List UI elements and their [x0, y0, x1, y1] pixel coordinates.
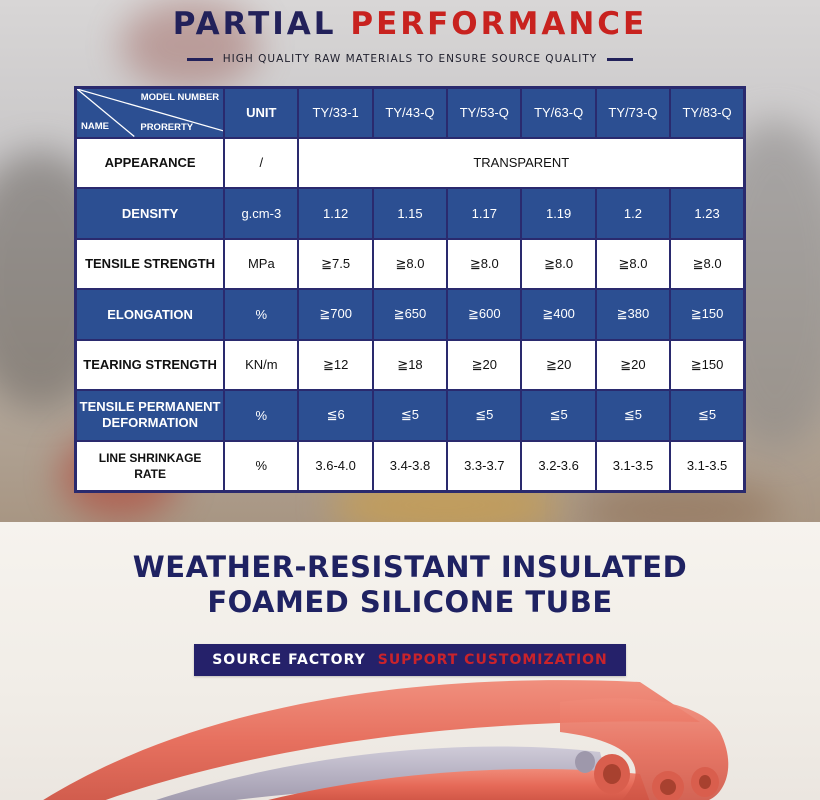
row-name: ELONGATION: [74, 288, 226, 341]
cell-value: ≧18: [371, 338, 449, 391]
cell-value: ≦5: [669, 389, 746, 442]
row-unit: KN/m: [223, 338, 300, 391]
row-unit: %: [223, 288, 300, 341]
cell-value: ≧150: [669, 288, 746, 341]
corner-model-number: MODEL NUMBER: [140, 92, 220, 103]
cell-value: 1.17: [446, 187, 523, 240]
spec-table: MODEL NUMBER PRORERTY NAME UNIT TY/33-1 …: [74, 86, 746, 493]
model-header: TY/83-Q: [669, 86, 746, 139]
table-row: APPEARANCE / TRANSPARENT: [74, 136, 746, 189]
row-name-line1: TENSILE PERMANENT: [79, 399, 221, 415]
headline-line1: WEATHER-RESISTANT INSULATED: [132, 550, 688, 584]
table-row: DENSITY g.cm-3 1.12 1.15 1.17 1.19 1.2 1…: [74, 187, 746, 240]
divider-left: [186, 57, 213, 61]
cell-value: ≦5: [446, 389, 523, 442]
cell-value: 1.15: [371, 187, 449, 240]
cell-value: ≦5: [520, 389, 597, 442]
cell-value: ≧700: [297, 288, 374, 341]
product-section: WEATHER-RESISTANT INSULATED FOAMED SILIC…: [0, 522, 820, 800]
row-name: LINE SHRINKAGE RATE: [74, 439, 226, 492]
cell-value: ≧600: [446, 288, 523, 341]
cell-value: 1.19: [520, 187, 597, 240]
row-name-line2: RATE: [134, 466, 166, 481]
cell-value: ≧8.0: [446, 237, 523, 290]
cell-value: ≧8.0: [371, 237, 449, 290]
row-name: TENSILE STRENGTH: [74, 237, 226, 290]
unit-header: UNIT: [223, 86, 300, 139]
cell-value: 3.1-3.5: [594, 439, 672, 492]
headline-line2: FOAMED SILICONE TUBE: [207, 585, 613, 619]
row-unit: %: [223, 389, 300, 442]
product-headline: WEATHER-RESISTANT INSULATED FOAMED SILIC…: [0, 550, 820, 620]
cell-value: ≧7.5: [297, 237, 374, 290]
cell-value: 3.4-3.8: [371, 439, 449, 492]
cell-value: ≧380: [594, 288, 672, 341]
cell-value: ≧400: [520, 288, 597, 341]
background-blur: [120, 0, 260, 90]
divider-right: [607, 57, 634, 61]
cell-value: 1.23: [669, 187, 746, 240]
cell-value: ≧20: [520, 338, 597, 391]
section-title: PARTIAL PERFORMANCE: [0, 6, 820, 42]
cell-value: ≧12: [297, 338, 374, 391]
cell-value: ≧20: [594, 338, 672, 391]
model-header: TY/43-Q: [371, 86, 449, 139]
silicone-tube-photo: [43, 680, 729, 800]
model-header: TY/53-Q: [446, 86, 523, 139]
feature-badge: SOURCE FACTORY SUPPORT CUSTOMIZATION: [194, 644, 626, 676]
cell-value: 3.3-3.7: [446, 439, 523, 492]
badge-customization: SUPPORT CUSTOMIZATION: [377, 652, 608, 668]
cell-value: 3.6-4.0: [297, 439, 374, 492]
cell-value: 1.12: [297, 187, 374, 240]
row-name: DENSITY: [74, 187, 226, 240]
row-name-line2: DEFORMATION: [102, 415, 198, 431]
cell-value: ≧150: [669, 338, 746, 391]
title-part1: PARTIAL: [172, 6, 337, 42]
model-header: TY/63-Q: [520, 86, 597, 139]
model-header: TY/33-1: [297, 86, 374, 139]
cell-value: ≦6: [297, 389, 374, 442]
cell-value: 3.2-3.6: [520, 439, 597, 492]
row-unit: %: [223, 439, 300, 492]
cell-value: ≦5: [371, 389, 449, 442]
cell-value: ≧8.0: [594, 237, 672, 290]
table-row: TENSILE PERMANENT DEFORMATION % ≦6 ≦5 ≦5…: [74, 389, 746, 442]
cell-value: ≧20: [446, 338, 523, 391]
cell-value: ≧8.0: [520, 237, 597, 290]
row-unit: /: [223, 136, 300, 189]
badge-source-factory: SOURCE FACTORY: [212, 652, 366, 668]
cell-value: ≧8.0: [669, 237, 746, 290]
corner-cell: MODEL NUMBER PRORERTY NAME: [74, 86, 226, 139]
diagonal-lines: [77, 89, 224, 137]
table-row: ELONGATION % ≧700 ≧650 ≧600 ≧400 ≧380 ≧1…: [74, 288, 746, 341]
cell-value: 3.1-3.5: [669, 439, 746, 492]
row-name: TENSILE PERMANENT DEFORMATION: [74, 389, 226, 442]
appearance-value: TRANSPARENT: [297, 136, 746, 189]
row-unit: MPa: [223, 237, 300, 290]
row-name-line1: LINE SHRINKAGE: [98, 450, 202, 465]
cell-value: ≧650: [371, 288, 449, 341]
title-part2: PERFORMANCE: [350, 6, 648, 42]
cell-value: ≦5: [594, 389, 672, 442]
row-name: TEARING STRENGTH: [74, 338, 226, 391]
table-row: LINE SHRINKAGE RATE % 3.6-4.0 3.4-3.8 3.…: [74, 439, 746, 492]
performance-section: PARTIAL PERFORMANCE HIGH QUALITY RAW MAT…: [0, 0, 820, 522]
corner-name: NAME: [81, 120, 109, 132]
row-unit: g.cm-3: [223, 187, 300, 240]
subtitle-row: HIGH QUALITY RAW MATERIALS TO ENSURE SOU…: [0, 51, 820, 67]
table-row: TENSILE STRENGTH MPa ≧7.5 ≧8.0 ≧8.0 ≧8.0…: [74, 237, 746, 290]
table-row: TEARING STRENGTH KN/m ≧12 ≧18 ≧20 ≧20 ≧2…: [74, 338, 746, 391]
table-header-row: MODEL NUMBER PRORERTY NAME UNIT TY/33-1 …: [74, 86, 746, 139]
row-name: APPEARANCE: [74, 136, 226, 189]
model-header: TY/73-Q: [594, 86, 672, 139]
cell-value: 1.2: [594, 187, 672, 240]
corner-property: PRORERTY: [140, 121, 194, 133]
section-subtitle: HIGH QUALITY RAW MATERIALS TO ENSURE SOU…: [222, 53, 598, 65]
